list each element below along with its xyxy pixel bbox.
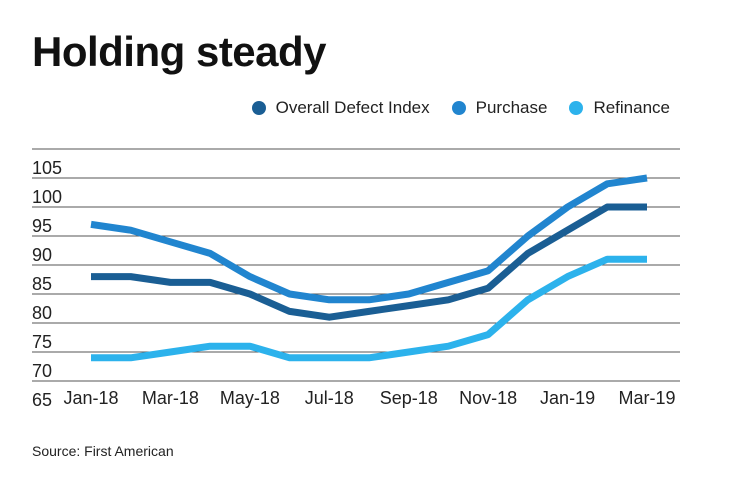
x-tick-label: Mar-19 (618, 388, 675, 408)
x-tick-label: Jan-19 (540, 388, 595, 408)
x-tick-label: Sep-18 (380, 388, 438, 408)
legend-label-overall-defect-index: Overall Defect Index (275, 98, 430, 117)
source-note: Source: First American (32, 443, 174, 459)
legend-marker-refinance (569, 101, 584, 115)
legend-item-refinance: Refinance (569, 98, 670, 118)
y-tick-label: 85 (32, 274, 52, 294)
series-line-refinance (91, 255, 647, 362)
legend-item-overall-defect-index: Overall Defect Index (251, 98, 430, 118)
y-tick-label: 75 (32, 332, 52, 352)
x-tick-label: Mar-18 (142, 388, 199, 408)
x-tick-label: Nov-18 (459, 388, 517, 408)
y-tick-label: 95 (32, 216, 52, 236)
y-tick-label: 65 (32, 390, 52, 410)
x-tick-label: Jan-18 (63, 388, 118, 408)
legend-label-purchase: Purchase (475, 98, 548, 117)
y-tick-label: 70 (32, 361, 52, 381)
y-tick-label: 105 (32, 158, 62, 178)
x-tick-label: May-18 (220, 388, 280, 408)
legend-label-refinance: Refinance (593, 98, 670, 117)
legend: Overall Defect Index Purchase Refinance (230, 98, 670, 118)
y-tick-label: 100 (32, 187, 62, 207)
series-line-purchase (90, 174, 648, 304)
legend-marker-purchase (451, 101, 466, 115)
legend-item-purchase: Purchase (451, 98, 548, 118)
series-line-overall-defect-index (91, 203, 647, 321)
y-tick-label: 90 (32, 245, 52, 265)
x-tick-label: Jul-18 (305, 388, 354, 408)
legend-marker-overall-defect-index (251, 101, 266, 115)
chart-title: Holding steady (32, 28, 327, 75)
y-tick-label: 80 (32, 303, 52, 323)
